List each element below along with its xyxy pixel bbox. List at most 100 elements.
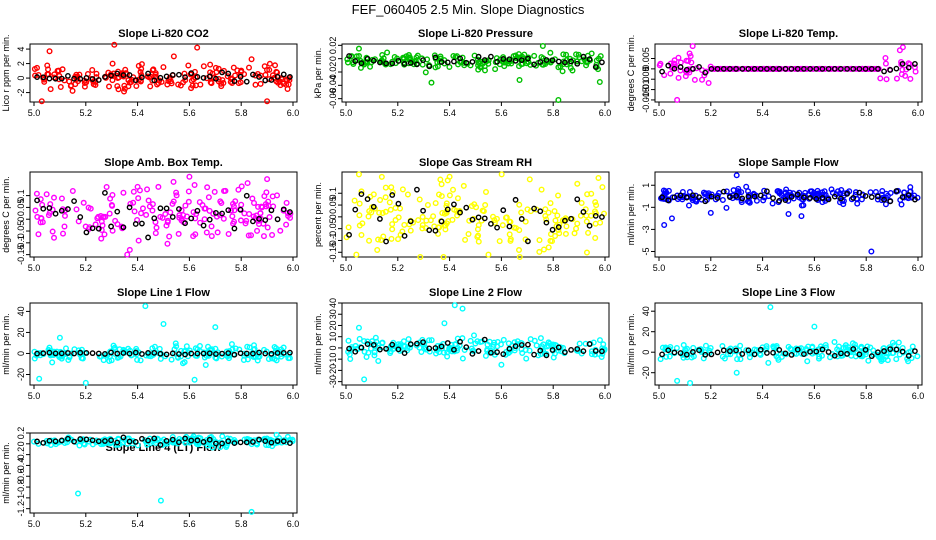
data-point <box>593 202 600 209</box>
data-point <box>351 197 358 204</box>
reference-point <box>819 195 826 201</box>
data-point <box>264 224 271 231</box>
x-tick-label: 5.4 <box>131 263 144 273</box>
reference-point <box>280 71 287 78</box>
data-point <box>569 67 576 74</box>
plot-frame <box>29 432 298 514</box>
data-point <box>760 197 767 204</box>
reference-point <box>176 71 182 78</box>
data-point <box>428 337 435 344</box>
data-point <box>218 353 225 360</box>
data-point <box>117 353 124 360</box>
reference-point <box>237 439 244 446</box>
reference-point <box>114 439 121 446</box>
data-point <box>49 359 56 366</box>
reference-point <box>794 191 801 198</box>
data-point <box>228 341 235 348</box>
reference-point <box>887 346 894 353</box>
data-point <box>212 354 219 361</box>
data-point <box>237 217 244 224</box>
y-tick-label: 0 <box>328 345 338 350</box>
reference-point <box>757 192 764 199</box>
reference-point <box>537 59 544 65</box>
reference-point <box>126 350 133 357</box>
reference-point <box>262 350 269 357</box>
data-point <box>387 206 394 213</box>
x-tick-label: 5.8 <box>547 108 560 118</box>
data-point <box>89 66 96 73</box>
x-tick-label: 5.6 <box>183 263 196 273</box>
reference-point <box>243 78 250 85</box>
data-point <box>419 61 426 68</box>
data-point <box>188 77 195 84</box>
y-tick-label: -30 <box>328 375 338 388</box>
data-point <box>808 188 815 195</box>
y-tick-label: -0.1 <box>328 233 338 249</box>
data-point <box>181 70 188 77</box>
data-point <box>73 206 80 213</box>
reference-point <box>438 59 445 65</box>
outlier-point <box>516 76 523 83</box>
reference-point <box>287 209 293 215</box>
data-point <box>865 357 872 364</box>
reference-point <box>34 438 40 445</box>
y-tick-label: -5 <box>641 247 651 255</box>
data-point <box>180 212 187 219</box>
y-tick-label: 0.05 <box>328 196 338 214</box>
data-point <box>878 197 885 204</box>
reference-point <box>83 349 90 356</box>
reference-point <box>188 437 195 444</box>
data-point <box>375 236 382 243</box>
outlier-point <box>441 320 448 327</box>
data-point <box>559 68 566 75</box>
reference-point <box>549 347 556 353</box>
reference-point <box>757 346 764 353</box>
data-point <box>155 183 162 190</box>
data-point <box>550 354 557 361</box>
data-point <box>577 212 584 219</box>
data-point <box>174 353 181 360</box>
data-point <box>555 227 562 234</box>
data-point <box>266 60 273 67</box>
reference-point <box>58 350 65 357</box>
data-point <box>831 338 838 345</box>
reference-point <box>549 57 556 64</box>
reference-point <box>875 65 881 72</box>
reference-point <box>262 77 269 84</box>
data-point <box>526 347 533 354</box>
reference-point <box>751 351 758 358</box>
x-tick-label: 5.8 <box>235 391 248 401</box>
data-point <box>543 216 550 223</box>
reference-point <box>120 224 127 231</box>
reference-point <box>844 350 850 357</box>
x-tick-label: 5.4 <box>756 263 769 273</box>
data-point <box>144 73 151 80</box>
reference-point <box>108 223 114 230</box>
data-point <box>838 352 845 359</box>
reference-point <box>444 206 451 213</box>
reference-point <box>788 193 795 200</box>
reference-point <box>213 210 219 216</box>
data-point <box>114 74 121 81</box>
reference-point <box>518 216 525 222</box>
reference-point <box>702 69 709 76</box>
reference-point <box>586 341 593 347</box>
data-point <box>597 53 604 60</box>
data-point <box>780 194 787 201</box>
reference-point <box>586 56 593 63</box>
outlier-point <box>428 79 435 86</box>
reference-point <box>683 66 690 73</box>
x-tick-label: 5.0 <box>653 263 666 273</box>
reference-point <box>580 348 587 355</box>
reference-point <box>708 351 715 358</box>
outlier-point <box>687 379 694 386</box>
data-point <box>210 210 217 217</box>
reference-point <box>708 65 715 72</box>
data-point <box>397 341 404 348</box>
data-point <box>598 353 605 360</box>
x-tick-label: 5.2 <box>80 519 93 529</box>
data-point <box>547 237 554 244</box>
data-point <box>245 64 252 71</box>
reference-point <box>469 58 476 65</box>
